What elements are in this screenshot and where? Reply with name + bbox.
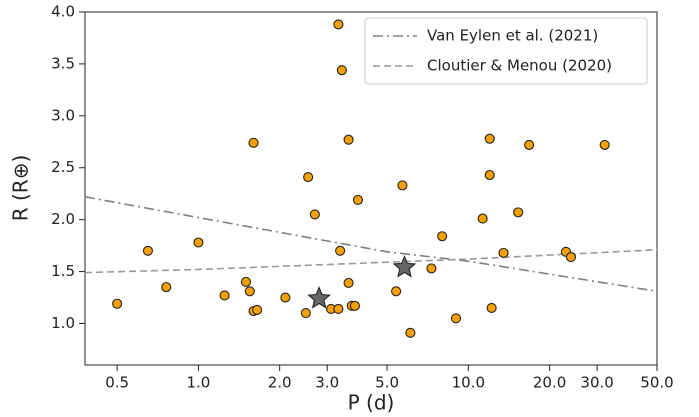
plot-frame	[84, 11, 658, 366]
y-tick-label: 4.0	[51, 3, 75, 21]
point	[343, 277, 354, 289]
y-tick-label: 1.5	[51, 262, 75, 280]
point	[333, 303, 344, 314]
point	[240, 276, 252, 287]
x-tick-label: 20.0	[533, 374, 566, 392]
point	[309, 209, 320, 220]
x-tick-label: 50.0	[640, 374, 673, 392]
point	[484, 169, 495, 181]
x-tick-label: 3.0	[315, 374, 339, 392]
x-tick-label: 30.0	[580, 374, 613, 392]
point	[484, 133, 495, 144]
point	[248, 137, 259, 148]
legend-box	[364, 17, 648, 85]
x-tick-label: 0.5	[105, 374, 129, 392]
fit-line	[85, 196, 657, 293]
point	[352, 194, 364, 205]
point	[303, 172, 314, 183]
point	[450, 313, 462, 324]
x-tick-label: 1.0	[186, 374, 210, 392]
point	[280, 292, 291, 303]
legend-label: Cloutier & Menou (2020)	[427, 57, 612, 75]
point	[193, 237, 204, 248]
y-tick-label: 1.0	[51, 314, 75, 332]
y-tick-label: 3.0	[51, 106, 75, 124]
y-tick-label: 2.5	[51, 158, 75, 176]
point	[513, 207, 524, 218]
point	[477, 213, 488, 224]
point	[161, 282, 172, 293]
point	[437, 231, 448, 242]
point	[599, 139, 610, 150]
x-tick-label: 2.0	[268, 374, 292, 392]
y-tick-label: 2.0	[51, 210, 75, 228]
point	[142, 245, 153, 256]
point	[244, 286, 255, 297]
star-point	[392, 254, 417, 278]
point	[391, 286, 402, 297]
point	[426, 263, 437, 274]
point	[349, 300, 360, 311]
point	[524, 139, 535, 150]
point	[335, 245, 346, 256]
star-point	[307, 286, 331, 309]
y-tick-label: 3.5	[51, 54, 75, 72]
y-axis-label: R (R⊕)	[9, 155, 33, 222]
legend-label: Van Eylen et al. (2021)	[427, 27, 598, 45]
point	[498, 247, 509, 258]
x-axis-label: P (d)	[348, 391, 395, 415]
point	[336, 65, 347, 76]
point	[252, 304, 263, 316]
point	[486, 302, 497, 313]
point	[405, 327, 416, 338]
point	[333, 19, 344, 30]
point	[219, 290, 230, 301]
point	[300, 308, 311, 319]
point	[343, 134, 354, 145]
point	[565, 251, 577, 263]
point	[397, 180, 408, 191]
x-tick-label: 10.0	[452, 374, 485, 392]
x-tick-label: 5.0	[375, 374, 399, 392]
fit-line	[85, 248, 657, 274]
point	[112, 298, 123, 309]
